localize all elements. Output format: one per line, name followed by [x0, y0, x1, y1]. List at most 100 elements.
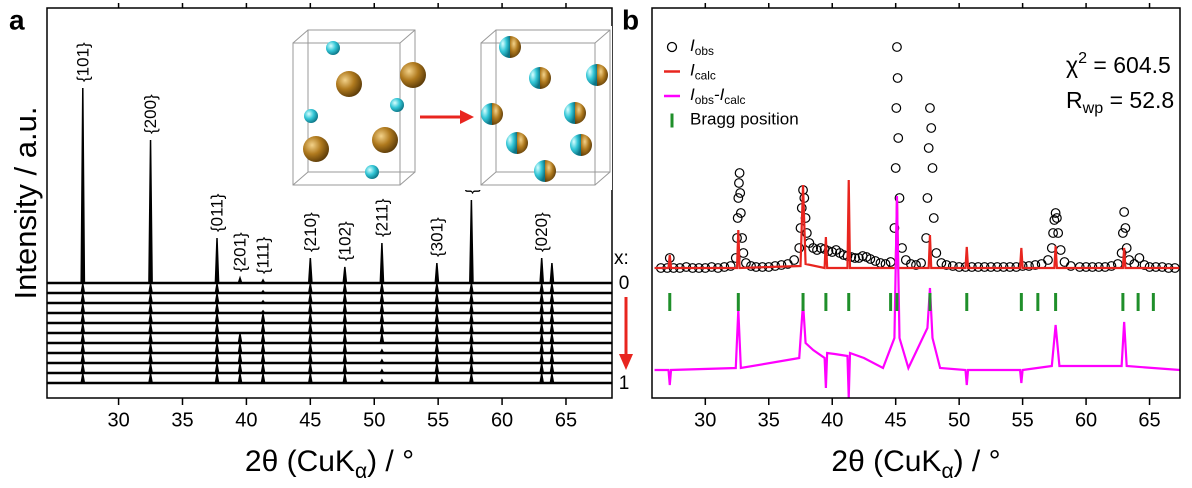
peak [434, 262, 440, 284]
observed-point [1121, 243, 1132, 253]
peak [214, 333, 220, 344]
peak [214, 323, 220, 334]
text-part: -I [714, 85, 725, 104]
observed-point [892, 42, 902, 52]
atom-half-b [586, 64, 597, 86]
peak-label: {011} [207, 193, 226, 232]
peak [214, 343, 220, 354]
peak [237, 373, 243, 384]
peak [379, 323, 385, 334]
peak [549, 262, 555, 284]
peak [214, 313, 220, 324]
text-part: = 604.5 [1087, 52, 1171, 78]
atoms-left [303, 41, 426, 179]
atom-half-fe [581, 134, 592, 156]
peak [148, 373, 154, 384]
peak [214, 293, 220, 304]
peak [539, 313, 545, 324]
y-axis-label: Intensity / a.u. [8, 107, 43, 300]
fit-statistic: χ2 = 604.5 [1066, 49, 1171, 78]
peak [260, 278, 266, 284]
peak [549, 313, 555, 324]
observed-point [927, 163, 938, 173]
peak [342, 353, 348, 364]
x-tick-label: 55 [1011, 409, 1033, 431]
peak [237, 363, 243, 374]
peak [379, 368, 385, 374]
text-part: R [1066, 87, 1083, 113]
peak [307, 257, 313, 284]
peak [468, 343, 474, 354]
peak [434, 323, 440, 334]
crystal-inset [290, 26, 612, 190]
peak [342, 283, 348, 294]
peak-label: {301} [427, 217, 446, 257]
atom-half-fe [597, 64, 608, 86]
atoms-right [481, 36, 608, 182]
atom-half-b [481, 103, 492, 125]
peak [148, 353, 154, 364]
peak [80, 363, 86, 374]
peak [148, 313, 154, 324]
peak [214, 303, 220, 314]
observed-point [1055, 245, 1066, 255]
peak [307, 373, 313, 384]
observed-point [922, 193, 933, 203]
peak [260, 323, 266, 334]
order-arrowhead [619, 354, 633, 370]
observed-point [1051, 213, 1062, 223]
atom-half-b [529, 67, 540, 89]
peak [148, 293, 154, 304]
peak [539, 283, 545, 294]
peak [148, 323, 154, 334]
atom-half-fe [510, 36, 521, 58]
peak [148, 333, 154, 344]
order-start: 0 [619, 273, 630, 294]
peak [539, 293, 545, 304]
atom-half-fe [575, 102, 586, 124]
legend-label: Icalc [690, 61, 716, 83]
observed-point [734, 168, 745, 178]
observed-point [746, 261, 756, 271]
observed-point [885, 257, 896, 267]
atom-half-fe [545, 160, 556, 182]
peak [307, 303, 313, 314]
peak [379, 283, 385, 294]
x-tick-label: 35 [758, 409, 780, 431]
peak [342, 343, 348, 354]
x-axis-label: 2θ (CuKα) / ° [245, 445, 414, 483]
peak [549, 363, 555, 374]
peak [259, 289, 267, 294]
peak [259, 299, 267, 304]
peak [214, 373, 220, 384]
peak [307, 293, 313, 304]
peak [342, 266, 348, 284]
text-part: ) / ° [367, 445, 414, 478]
x-tick-label: 60 [1075, 409, 1097, 431]
peak [379, 242, 385, 284]
peak [434, 353, 440, 364]
peak [260, 363, 266, 374]
peak [307, 363, 313, 374]
observed-point [923, 143, 934, 153]
peak [237, 343, 243, 354]
observed-point [893, 133, 904, 143]
peak [379, 293, 385, 304]
peak [342, 323, 348, 334]
x-tick-label: 50 [948, 409, 970, 431]
peak [379, 358, 385, 364]
observed-point [1119, 207, 1130, 217]
text-part: χ [1066, 52, 1078, 78]
peak [80, 283, 86, 294]
observed-point [1024, 261, 1034, 271]
peak [468, 283, 474, 294]
peak-label: {211} [372, 198, 391, 237]
peak [148, 303, 154, 314]
peak [342, 303, 348, 314]
observed-point [1043, 255, 1053, 265]
observed-point [734, 178, 744, 188]
inset-background [290, 26, 612, 190]
peak [80, 313, 86, 324]
atom-half-fe [517, 132, 528, 154]
peak [539, 303, 545, 314]
